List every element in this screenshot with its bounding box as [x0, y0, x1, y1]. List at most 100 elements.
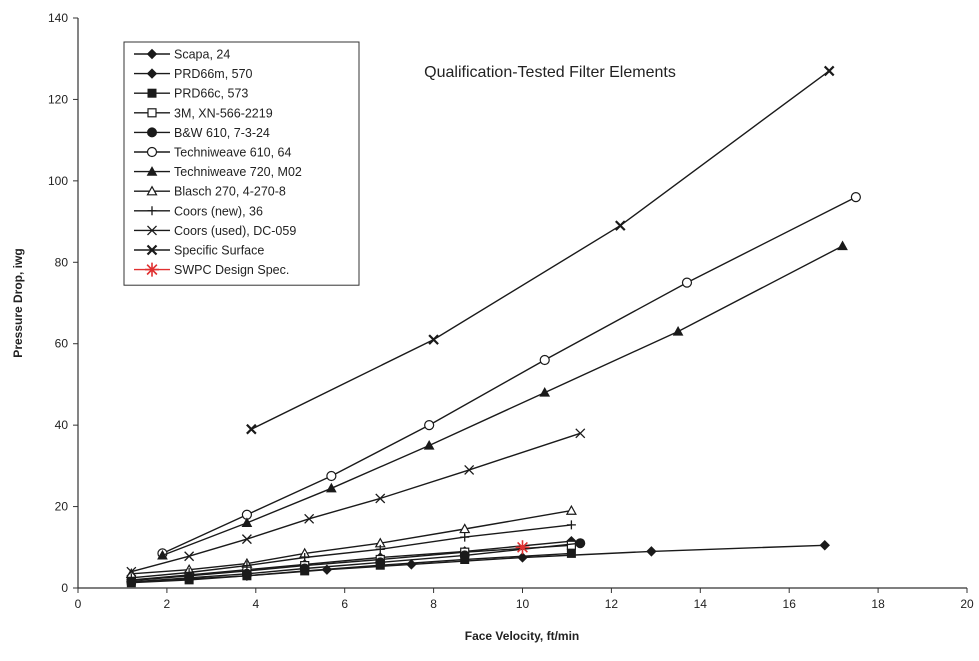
y-tick-label: 20	[55, 500, 69, 514]
legend-label: PRD66m, 570	[174, 67, 253, 81]
series-layer	[125, 65, 861, 588]
data-point	[241, 517, 253, 527]
data-point	[241, 568, 252, 579]
legend-marker	[147, 225, 157, 236]
y-tick-label: 0	[61, 581, 68, 595]
data-point	[126, 573, 136, 583]
legend-item: SWPC Design Spec.	[134, 262, 289, 277]
data-point	[157, 549, 168, 560]
data-point	[459, 523, 471, 534]
legend-marker	[146, 146, 158, 158]
x-tick-label: 18	[871, 597, 885, 611]
legend-label: Coors (used), DC-059	[174, 224, 296, 238]
x-tick-label: 20	[960, 597, 974, 611]
data-point	[681, 277, 693, 288]
axes-layer: 0 2 4 6 8 10 12 14 16 18 20 0 20 40 60 80 100 120 140	[48, 11, 974, 611]
data-point	[423, 439, 435, 450]
data-point	[375, 544, 385, 554]
series-8	[126, 520, 576, 583]
legend-label: B&W 610, 7-3-24	[174, 126, 270, 140]
y-tick-label: 40	[55, 418, 69, 432]
legend-item: Techniweave 610, 64	[134, 146, 291, 160]
y-tick-label: 120	[48, 92, 68, 106]
x-tick-label: 0	[75, 597, 82, 611]
data-point	[184, 551, 195, 562]
legend-label: PRD66c, 573	[174, 87, 248, 101]
legend-label: Blasch 270, 4-270-8	[174, 185, 286, 199]
x-tick-label: 4	[252, 597, 259, 611]
data-point	[246, 423, 257, 435]
legend-marker	[147, 88, 157, 98]
x-axis-title: Face Velocity, ft/min	[465, 629, 579, 643]
y-tick-label: 100	[48, 174, 68, 188]
data-point	[460, 532, 470, 542]
data-point	[184, 568, 194, 578]
series-line	[251, 70, 830, 430]
legend-label: 3M, XN-566-2219	[174, 106, 273, 120]
x-tick-label: 6	[341, 597, 348, 611]
data-point	[515, 540, 530, 555]
data-point	[672, 325, 684, 336]
data-point	[459, 550, 470, 561]
legend-item: Specific Surface	[134, 244, 264, 258]
data-point	[575, 538, 586, 549]
data-point	[299, 563, 310, 574]
data-point	[464, 464, 475, 475]
legend: Scapa, 24 PRD66m, 570 PRD66c, 573 3M, XN-56…	[123, 41, 360, 286]
series-10	[246, 65, 835, 435]
legend-item: PRD66m, 570	[134, 67, 253, 81]
legend-item: Blasch 270, 4-270-8	[134, 185, 286, 199]
y-tick-label: 80	[55, 255, 69, 269]
x-tick-label: 10	[516, 597, 530, 611]
data-point	[428, 334, 439, 345]
x-tick-label: 16	[783, 597, 797, 611]
data-point	[375, 557, 386, 568]
legend-marker	[147, 206, 157, 216]
legend-box	[123, 41, 360, 286]
series-11	[515, 540, 530, 555]
legend-label: Scapa, 24	[174, 48, 230, 62]
data-point	[539, 387, 551, 397]
x-tick-label: 14	[694, 597, 708, 611]
data-point	[300, 552, 310, 562]
data-point	[566, 520, 576, 530]
legend-marker	[147, 127, 157, 138]
data-point	[615, 220, 626, 231]
legend-marker	[146, 244, 158, 256]
data-point	[242, 561, 252, 571]
series-5	[157, 192, 861, 559]
legend-item: PRD66c, 573	[134, 87, 248, 101]
legend-item: B&W 610, 7-3-24	[134, 126, 270, 140]
data-point	[539, 354, 550, 366]
series-6	[157, 240, 848, 560]
series-4	[126, 538, 586, 587]
legend-item: Techniweave 720, M02	[134, 165, 302, 179]
series-9	[126, 428, 586, 577]
data-point	[326, 470, 337, 482]
y-tick-label: 60	[55, 337, 69, 351]
data-point	[241, 534, 252, 545]
data-point	[646, 546, 657, 557]
y-axis-title: Pressure Drop, iwg	[11, 248, 25, 357]
data-point	[304, 513, 315, 524]
legend-label: Coors (new), 36	[174, 204, 263, 218]
data-point	[565, 504, 577, 515]
legend-item: Scapa, 24	[134, 48, 230, 62]
legend-marker	[146, 48, 158, 60]
data-point	[819, 540, 830, 551]
x-tick-label: 2	[164, 597, 171, 611]
legend-marker	[145, 262, 159, 277]
x-tick-label: 12	[605, 597, 619, 611]
data-point	[326, 482, 337, 493]
legend-item: 3M, XN-566-2219	[134, 106, 273, 120]
legend-marker	[147, 108, 157, 118]
legend-marker	[146, 185, 158, 196]
data-point	[126, 566, 137, 577]
data-point	[850, 192, 861, 203]
legend-marker	[146, 68, 158, 79]
legend-label: Techniweave 720, M02	[174, 165, 302, 179]
legend-label: SWPC Design Spec.	[174, 263, 289, 277]
data-point	[575, 428, 586, 439]
